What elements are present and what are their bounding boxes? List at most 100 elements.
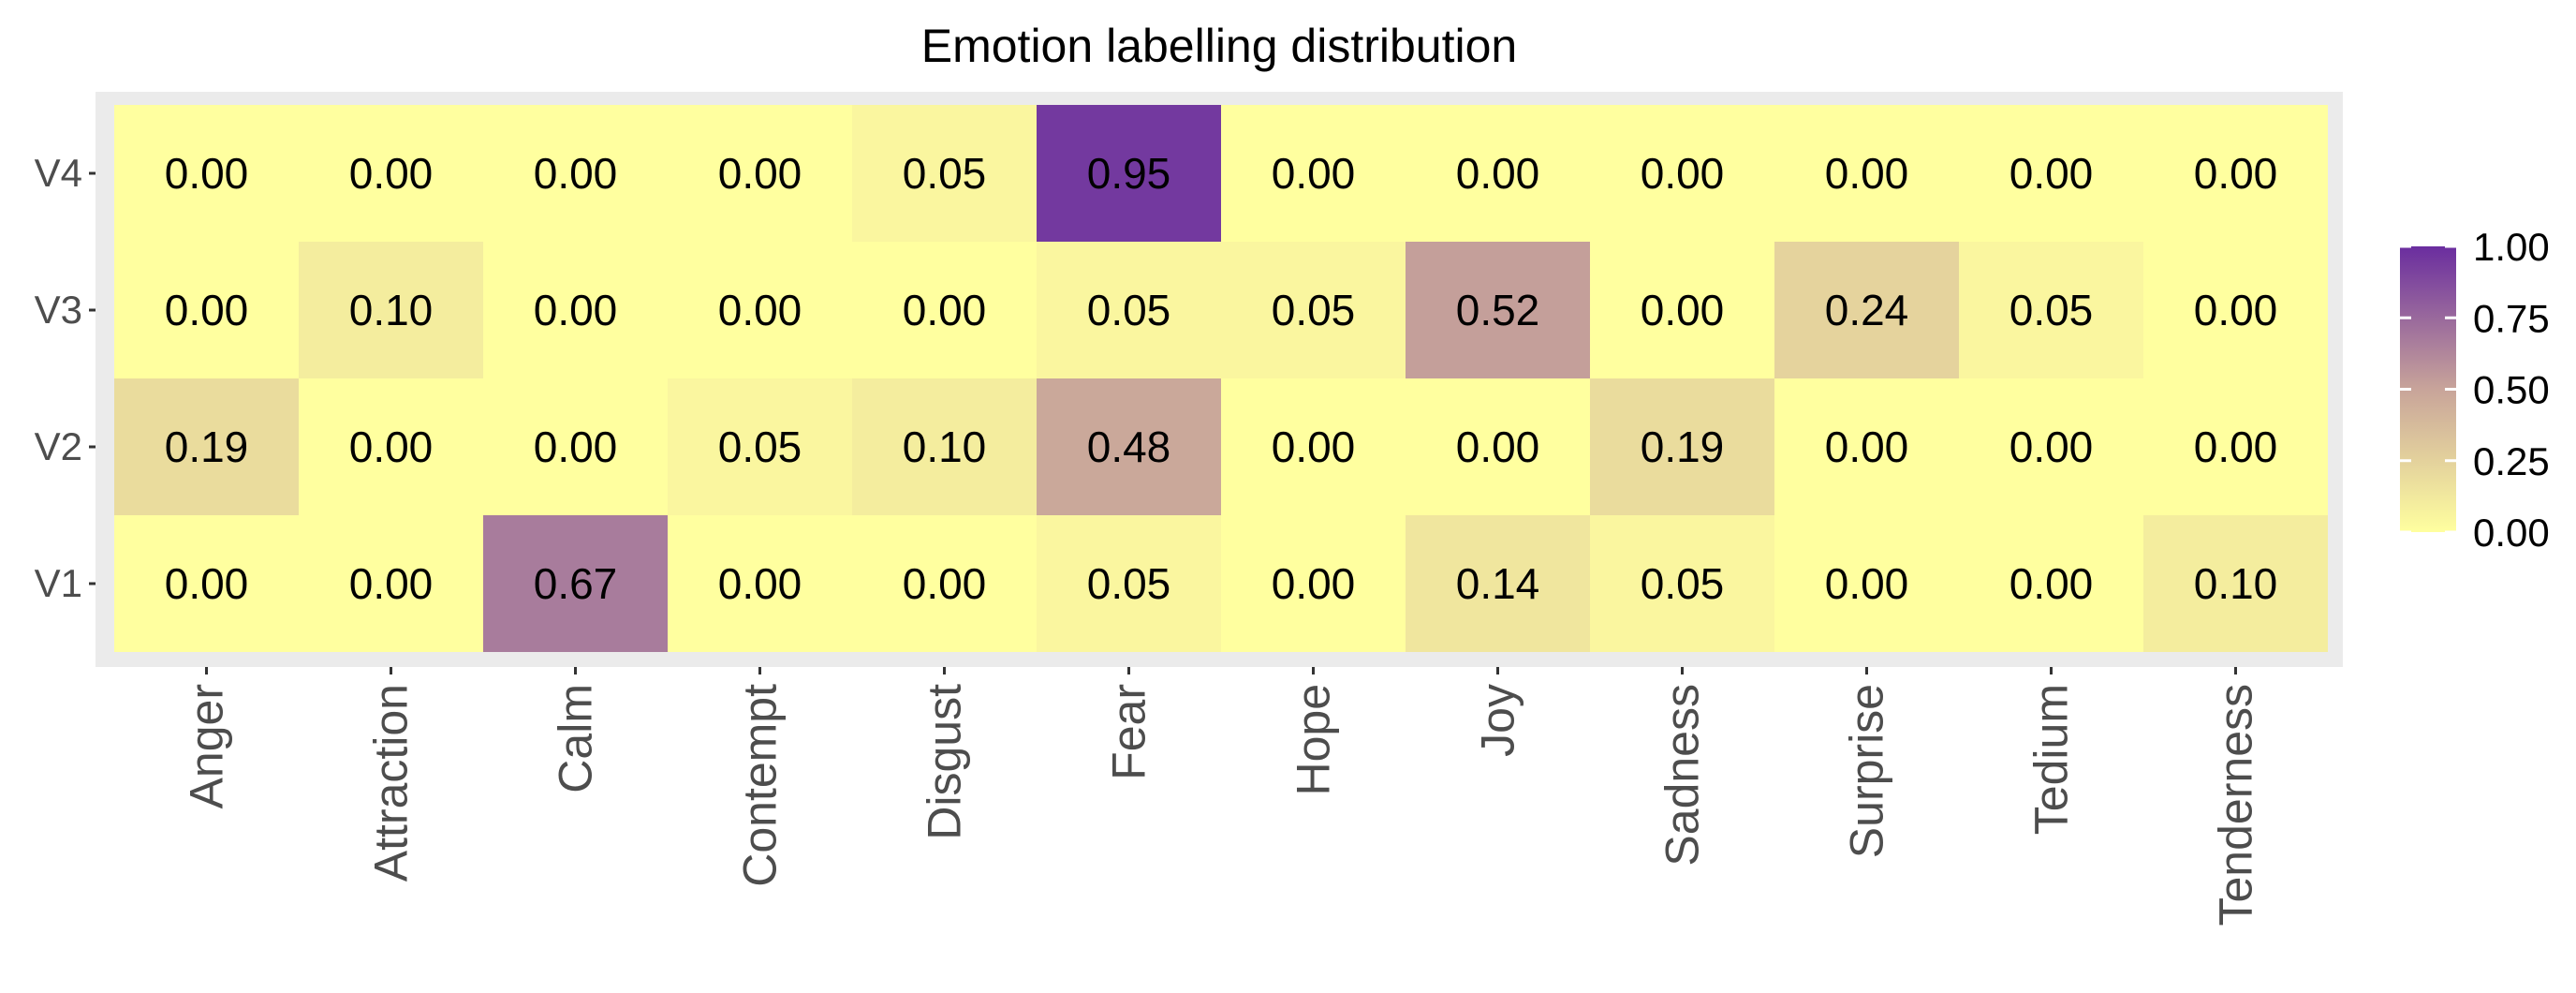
cell-value-label: 0.05 [1641,559,1725,608]
heatmap-cell-v4-fear [1037,105,1221,242]
y-axis: V4 V3 V2 V1 [35,151,96,605]
heatmap-cell-v4-contempt [668,105,852,242]
heatmap-cell-v1-contempt [668,515,852,652]
cell-value-label: 0.95 [1087,149,1171,198]
cell-value-label: 0.00 [165,559,249,608]
heatmap-cell-v3-fear [1037,242,1221,378]
cell-value-label: 0.00 [1272,149,1356,198]
heatmap-cell-v4-surprise [1774,105,1959,242]
cell-value-label: 0.05 [903,149,987,198]
cell-value-label: 0.00 [534,286,618,334]
heatmap-cell-v1-anger [114,515,299,652]
cell-value-label: 0.00 [1641,149,1725,198]
heatmap-cell-v1-hope [1221,515,1406,652]
heatmap-cell-v2-sadness [1590,378,1774,515]
cell-value-label: 0.00 [2194,286,2278,334]
x-tick-label: Disgust [919,684,971,840]
cell-value-label: 0.05 [1087,286,1171,334]
y-tick-label: V1 [35,561,82,605]
cell-value-label: 0.10 [349,286,434,334]
cell-value-label: 0.00 [718,149,802,198]
x-tick-label: Fear [1103,684,1156,780]
cell-value-label: 0.48 [1087,422,1171,471]
cell-value-label: 0.05 [718,422,802,471]
cell-value-label: 0.10 [903,422,987,471]
heatmap-cell-v2-anger [114,378,299,515]
colorbar-tick-label: 0.00 [2473,511,2550,555]
x-tick-label: Attraction [365,684,418,882]
cell-value-label: 0.00 [2194,422,2278,471]
heatmap-cell-v1-disgust [852,515,1037,652]
cell-value-label: 0.00 [349,422,434,471]
heatmap-cell-v4-disgust [852,105,1037,242]
x-tick-label: Anger [181,684,233,808]
cell-value-label: 0.00 [1456,422,1540,471]
cell-value-label: 0.00 [2009,422,2094,471]
heatmap-cell-v4-hope [1221,105,1406,242]
x-tick-label: Calm [550,684,602,793]
cell-value-label: 0.10 [2194,559,2278,608]
cell-value-label: 0.00 [349,559,434,608]
cell-value-label: 0.00 [534,149,618,198]
cell-value-label: 0.00 [165,149,249,198]
heatmap-cell-v4-attraction [299,105,483,242]
heatmap-cell-v1-attraction [299,515,483,652]
heatmap-cell-v2-joy [1406,378,1590,515]
heatmap-cell-v1-calm [483,515,668,652]
heatmap-cell-v2-surprise [1774,378,1959,515]
heatmap-cell-v4-sadness [1590,105,1774,242]
heatmap-cell-v3-hope [1221,242,1406,378]
x-tick-label: Tenderness [2210,684,2262,926]
heatmap-cell-v4-tedium [1959,105,2143,242]
cell-value-label: 0.00 [1272,422,1356,471]
cell-value-labels: 0.00 0.00 0.00 0.00 0.05 0.95 0.00 0.00 0.00 0.00… [165,149,2278,608]
cell-value-label: 0.00 [1825,559,1909,608]
cell-value-label: 0.24 [1825,286,1909,334]
y-tick-label: V3 [35,288,82,332]
cell-value-label: 0.00 [903,286,987,334]
x-axis: Anger Attraction Calm Contempt Disgust Fear Ho… [181,667,2262,926]
colorbar-tick-label: 1.00 [2473,225,2550,269]
heatmap-cell-v4-joy [1406,105,1590,242]
cell-value-label: 0.00 [2194,149,2278,198]
cell-value-label: 0.00 [165,286,249,334]
cell-value-label: 0.00 [718,286,802,334]
cell-value-label: 0.00 [1825,422,1909,471]
heatmap-cell-v4-anger [114,105,299,242]
heatmap-cell-v2-tedium [1959,378,2143,515]
heatmap-cell-v1-surprise [1774,515,1959,652]
chart-title: Emotion labelling distribution [921,20,1517,72]
heatmap-cell-v3-sadness [1590,242,1774,378]
cell-value-label: 0.05 [1087,559,1171,608]
colorbar-tick-label: 0.50 [2473,368,2550,412]
heatmap-cell-v1-tedium [1959,515,2143,652]
x-tick-label: Joy [1472,684,1524,757]
heatmap-cell-v3-tedium [1959,242,2143,378]
heatmap-cell-v4-calm [483,105,668,242]
heatmap-cell-v2-tenderness [2143,378,2328,515]
cell-value-label: 0.00 [349,149,434,198]
cell-value-label: 0.19 [165,422,249,471]
cell-value-label: 0.14 [1456,559,1540,608]
heatmap-cell-v2-disgust [852,378,1037,515]
heatmap-cell-v3-anger [114,242,299,378]
heatmap-cell-v2-calm [483,378,668,515]
heatmap-cell-v3-surprise [1774,242,1959,378]
y-tick-label: V2 [35,424,82,468]
x-tick-label: Contempt [734,684,787,887]
heatmap-cell-v4-tenderness [2143,105,2328,242]
colorbar-tick-label: 0.75 [2473,296,2550,340]
heatmap-cell-v2-attraction [299,378,483,515]
heatmap-cell-v2-fear [1037,378,1221,515]
heatmap-cell-v1-fear [1037,515,1221,652]
heatmap-cell-v2-contempt [668,378,852,515]
x-tick-label: Hope [1288,684,1340,796]
colorbar-legend: 1.00 0.75 0.50 0.25 0.00 [2400,225,2550,555]
colorbar-tick-label: 0.25 [2473,439,2550,483]
cell-value-label: 0.67 [534,559,618,608]
heatmap-cell-v3-joy [1406,242,1590,378]
x-tick-label: Surprise [1841,684,1893,858]
cell-value-label: 0.00 [1825,149,1909,198]
x-tick-label: Sadness [1656,684,1709,867]
